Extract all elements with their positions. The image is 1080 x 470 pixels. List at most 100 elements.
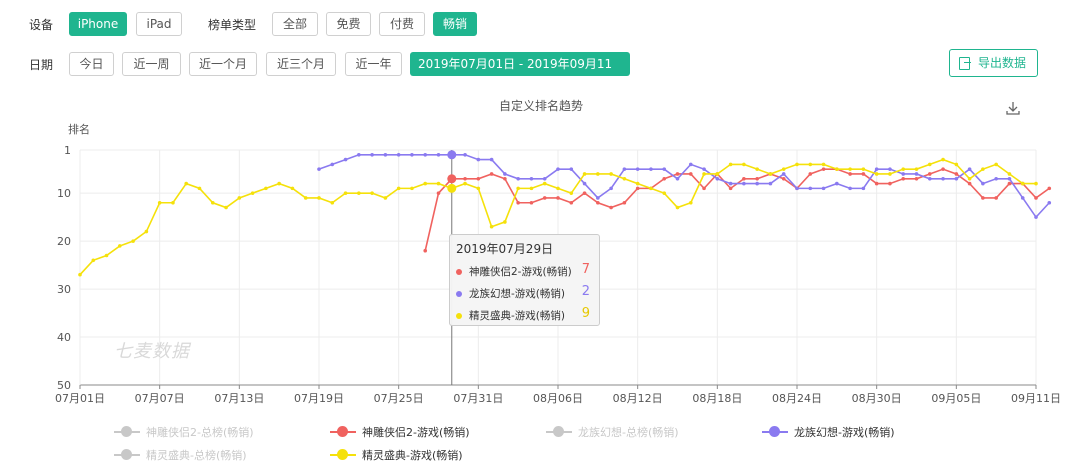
- data-point: [104, 253, 109, 258]
- chart-tooltip: 2019年07月29日 神雕侠侣2-游戏(畅销) 7 龙族幻想-游戏(畅销) 2…: [449, 234, 600, 326]
- date-range-picker[interactable]: 2019年07月01日 - 2019年09月11日: [410, 52, 630, 95]
- data-point: [622, 176, 627, 181]
- tooltip-series-value: 2: [581, 284, 590, 299]
- data-point: [768, 181, 773, 186]
- data-point: [489, 224, 494, 229]
- date-today-button[interactable]: 今日: [69, 52, 114, 76]
- data-point: [675, 205, 680, 210]
- data-point: [224, 205, 228, 210]
- y-axis: 1 10 20 30 40 50: [57, 144, 81, 392]
- data-point: [981, 167, 985, 171]
- chart-type-paid-button[interactable]: 付费: [379, 12, 425, 36]
- data-point: [622, 167, 627, 171]
- data-point: [556, 167, 560, 171]
- date-year-button[interactable]: 近一年: [345, 52, 402, 76]
- data-point: [91, 258, 96, 263]
- data-point: [675, 176, 680, 181]
- data-point: [755, 167, 759, 171]
- data-point: [516, 176, 520, 181]
- y-axis-label: 排名: [68, 122, 90, 136]
- tooltip-series-name: 龙族幻想-游戏(畅销): [469, 288, 565, 300]
- data-point: [436, 181, 441, 186]
- data-point: [702, 167, 706, 171]
- data-point: [290, 186, 295, 191]
- data-point: [662, 191, 667, 195]
- data-point: [357, 191, 361, 195]
- data-point: [250, 191, 255, 195]
- date-month-button[interactable]: 近一个月: [189, 52, 257, 76]
- data-point: [702, 172, 706, 176]
- x-tick-label: 07月13日: [214, 392, 264, 405]
- legend-dot-icon: [121, 449, 132, 460]
- data-point: [529, 200, 534, 205]
- data-point: [596, 172, 600, 176]
- caret-down-icon: [436, 86, 445, 91]
- data-point: [914, 176, 919, 181]
- data-point: [542, 181, 547, 186]
- series-dot-icon: [456, 269, 462, 275]
- data-point: [582, 172, 587, 176]
- chart-type-all-button[interactable]: 全部: [272, 12, 318, 36]
- export-label: 导出数据: [978, 56, 1027, 70]
- legend-label: 神雕侠侣2-总榜(畅销): [146, 426, 254, 439]
- x-tick-label: 07月31日: [453, 392, 503, 405]
- data-point: [1007, 181, 1012, 186]
- hover-point: [447, 174, 457, 184]
- legend-label: 龙族幻想-总榜(畅销): [578, 426, 679, 439]
- data-point: [1007, 172, 1012, 176]
- data-point: [131, 239, 135, 243]
- data-point: [728, 181, 733, 186]
- y-tick-label: 50: [57, 379, 71, 392]
- data-point: [237, 196, 242, 200]
- device-ipad-button[interactable]: iPad: [136, 12, 182, 36]
- data-point: [901, 172, 906, 176]
- data-point: [954, 172, 959, 176]
- data-point: [702, 186, 706, 191]
- date-3months-button[interactable]: 近三个月: [266, 52, 336, 76]
- data-point: [874, 181, 879, 186]
- device-iphone-button[interactable]: iPhone: [69, 12, 127, 36]
- x-tick-label: 08月30日: [852, 392, 902, 405]
- legend-dot-icon: [553, 426, 564, 437]
- data-point: [516, 200, 520, 205]
- data-point: [888, 167, 892, 171]
- data-point: [1020, 196, 1025, 200]
- x-axis: 07月01日 07月07日 07月13日 07月19日 07月25日 07月31日 08月0…: [55, 384, 1061, 405]
- watermark: 七麦数据: [114, 341, 190, 362]
- data-point: [609, 205, 613, 210]
- data-point: [941, 167, 945, 171]
- x-tick-label: 07月07日: [135, 392, 185, 405]
- chart-type-grossing-button[interactable]: 畅销: [433, 12, 477, 36]
- data-point: [503, 220, 507, 224]
- data-point: [197, 186, 202, 191]
- x-tick-label: 07月19日: [294, 392, 344, 405]
- data-point: [635, 167, 640, 171]
- data-point: [489, 172, 494, 176]
- legend-dot-icon: [337, 426, 348, 437]
- data-point: [901, 176, 906, 181]
- data-point: [78, 272, 82, 277]
- data-point: [330, 162, 335, 167]
- data-point: [742, 162, 746, 167]
- tooltip-row: 龙族幻想-游戏(畅销) 2: [456, 284, 596, 302]
- y-tick-label: 40: [57, 331, 71, 344]
- data-point: [410, 186, 414, 191]
- data-point: [171, 200, 175, 205]
- data-point: [848, 172, 852, 176]
- data-point: [330, 200, 335, 205]
- date-week-button[interactable]: 近一周: [122, 52, 181, 76]
- chart-type-free-button[interactable]: 免费: [326, 12, 371, 36]
- download-icon[interactable]: [1005, 100, 1021, 116]
- y-tick-label: 1: [64, 144, 71, 157]
- data-point: [184, 181, 189, 186]
- hover-point: [447, 150, 457, 160]
- data-point: [569, 167, 574, 171]
- data-point: [463, 181, 467, 186]
- data-point: [542, 196, 547, 200]
- data-point: [861, 172, 866, 176]
- export-data-button[interactable]: 导出数据: [949, 49, 1038, 77]
- data-point: [1034, 181, 1038, 186]
- data-point: [635, 181, 640, 186]
- x-tick-label: 08月18日: [692, 392, 742, 405]
- data-point: [715, 176, 720, 181]
